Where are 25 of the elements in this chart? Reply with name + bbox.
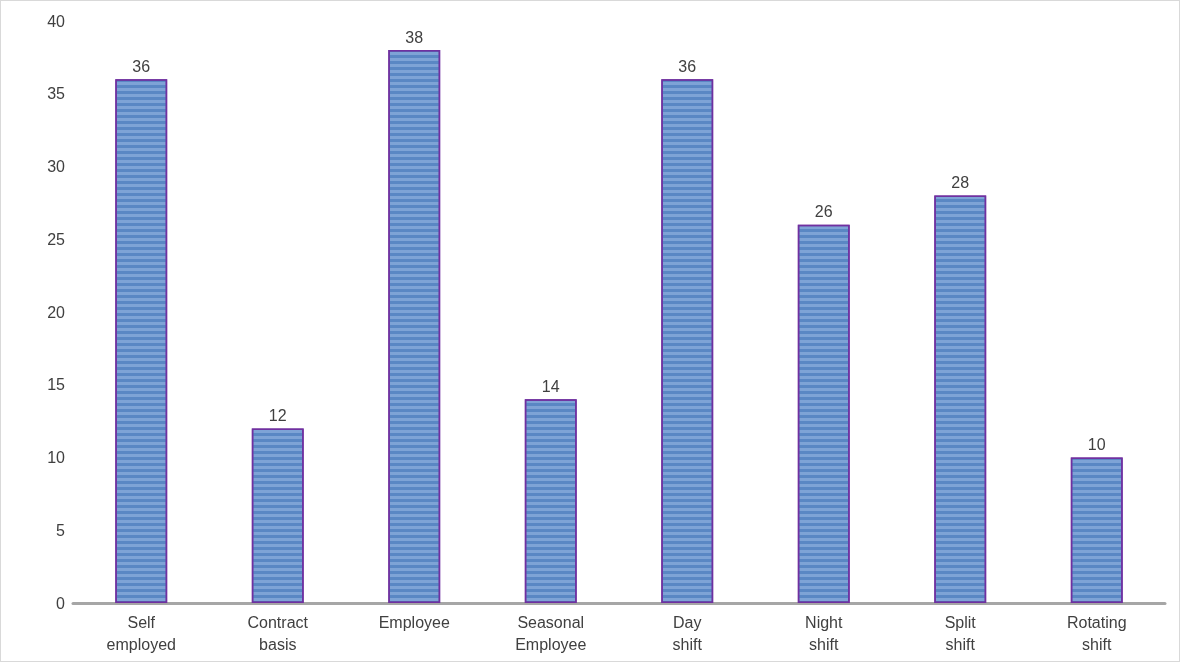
x-tick-label: Rotating shift [1066, 613, 1127, 653]
x-tick-label: Contract basis [247, 613, 309, 653]
x-tick-label: Night shift [805, 613, 843, 653]
y-tick-label: 5 [56, 521, 66, 539]
y-tick-label: 0 [56, 594, 66, 612]
x-tick-label: Employee [378, 613, 450, 631]
y-tick-label: 25 [47, 230, 66, 248]
x-tick-label: Split shift [944, 613, 977, 653]
y-tick-label: 10 [47, 449, 66, 466]
y-tick-label: 35 [47, 85, 66, 103]
x-tick-label: Seasonal Employee [515, 613, 587, 653]
x-tick-label: Self employed [106, 613, 176, 653]
y-tick-label: 20 [47, 303, 66, 321]
data-label: 26 [814, 203, 833, 221]
data-label: 36 [678, 57, 697, 75]
data-label: 12 [268, 406, 287, 424]
data-label: 28 [951, 174, 970, 192]
x-tick-label: Day shift [672, 613, 703, 653]
y-tick-label: 15 [47, 376, 66, 394]
data-label: 10 [1087, 436, 1106, 453]
y-tick-label: 40 [47, 12, 66, 30]
data-label: 38 [405, 28, 424, 46]
data-label: 36 [132, 57, 151, 75]
y-tick-label: 30 [47, 158, 66, 175]
data-label: 14 [541, 377, 560, 395]
